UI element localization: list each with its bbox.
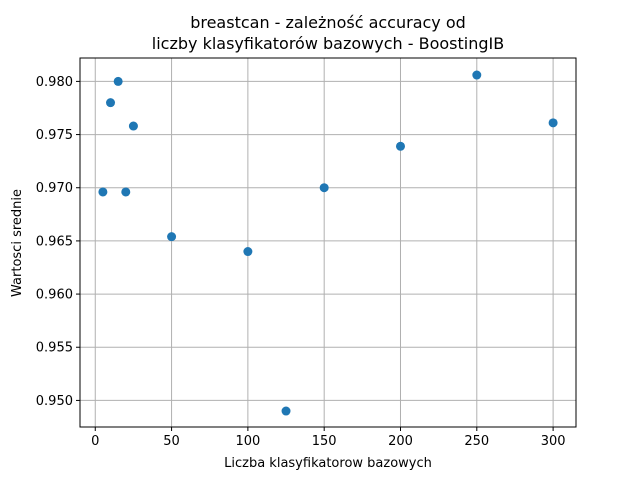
- data-point: [106, 98, 116, 108]
- y-tick-label: 0.980: [36, 75, 73, 90]
- axis-ticks: 0 50 100 150 200 250 300 0.950 0.955 0.960 0.965 0.…: [36, 75, 566, 449]
- chart-title-line1: breastcan - zależność accuracy od: [190, 13, 466, 32]
- x-tick-label: 250: [464, 434, 489, 449]
- data-point: [243, 247, 253, 257]
- plot-frame: [79, 57, 577, 428]
- data-point: [167, 232, 177, 242]
- data-point: [121, 187, 131, 197]
- data-point: [128, 121, 138, 131]
- x-axis-label: Liczba klasyfikatorow bazowych: [224, 456, 432, 471]
- x-tick-label: 300: [541, 434, 566, 449]
- y-tick-label: 0.975: [36, 128, 73, 143]
- x-tick-label: 150: [312, 434, 337, 449]
- data-point: [472, 70, 482, 80]
- x-tick-label: 100: [235, 434, 260, 449]
- grid-lines: [80, 58, 576, 427]
- y-tick-label: 0.965: [36, 234, 73, 249]
- data-point: [319, 183, 329, 193]
- data-point: [395, 141, 405, 151]
- y-tick-label: 0.955: [36, 341, 73, 356]
- x-tick-label: 50: [163, 434, 180, 449]
- x-tick-label: 0: [91, 434, 99, 449]
- y-tick-label: 0.960: [36, 288, 73, 303]
- y-axis-label: Wartosci srednie: [10, 189, 25, 297]
- data-point: [98, 187, 108, 197]
- x-tick-label: 200: [388, 434, 413, 449]
- data-point: [113, 76, 123, 86]
- data-point: [281, 406, 291, 416]
- data-points: [98, 70, 558, 416]
- chart-title-line2: liczby klasyfikatorów bazowych - Boostin…: [152, 34, 504, 53]
- y-tick-label: 0.950: [36, 394, 73, 409]
- y-tick-label: 0.970: [36, 181, 73, 196]
- data-point: [548, 118, 558, 128]
